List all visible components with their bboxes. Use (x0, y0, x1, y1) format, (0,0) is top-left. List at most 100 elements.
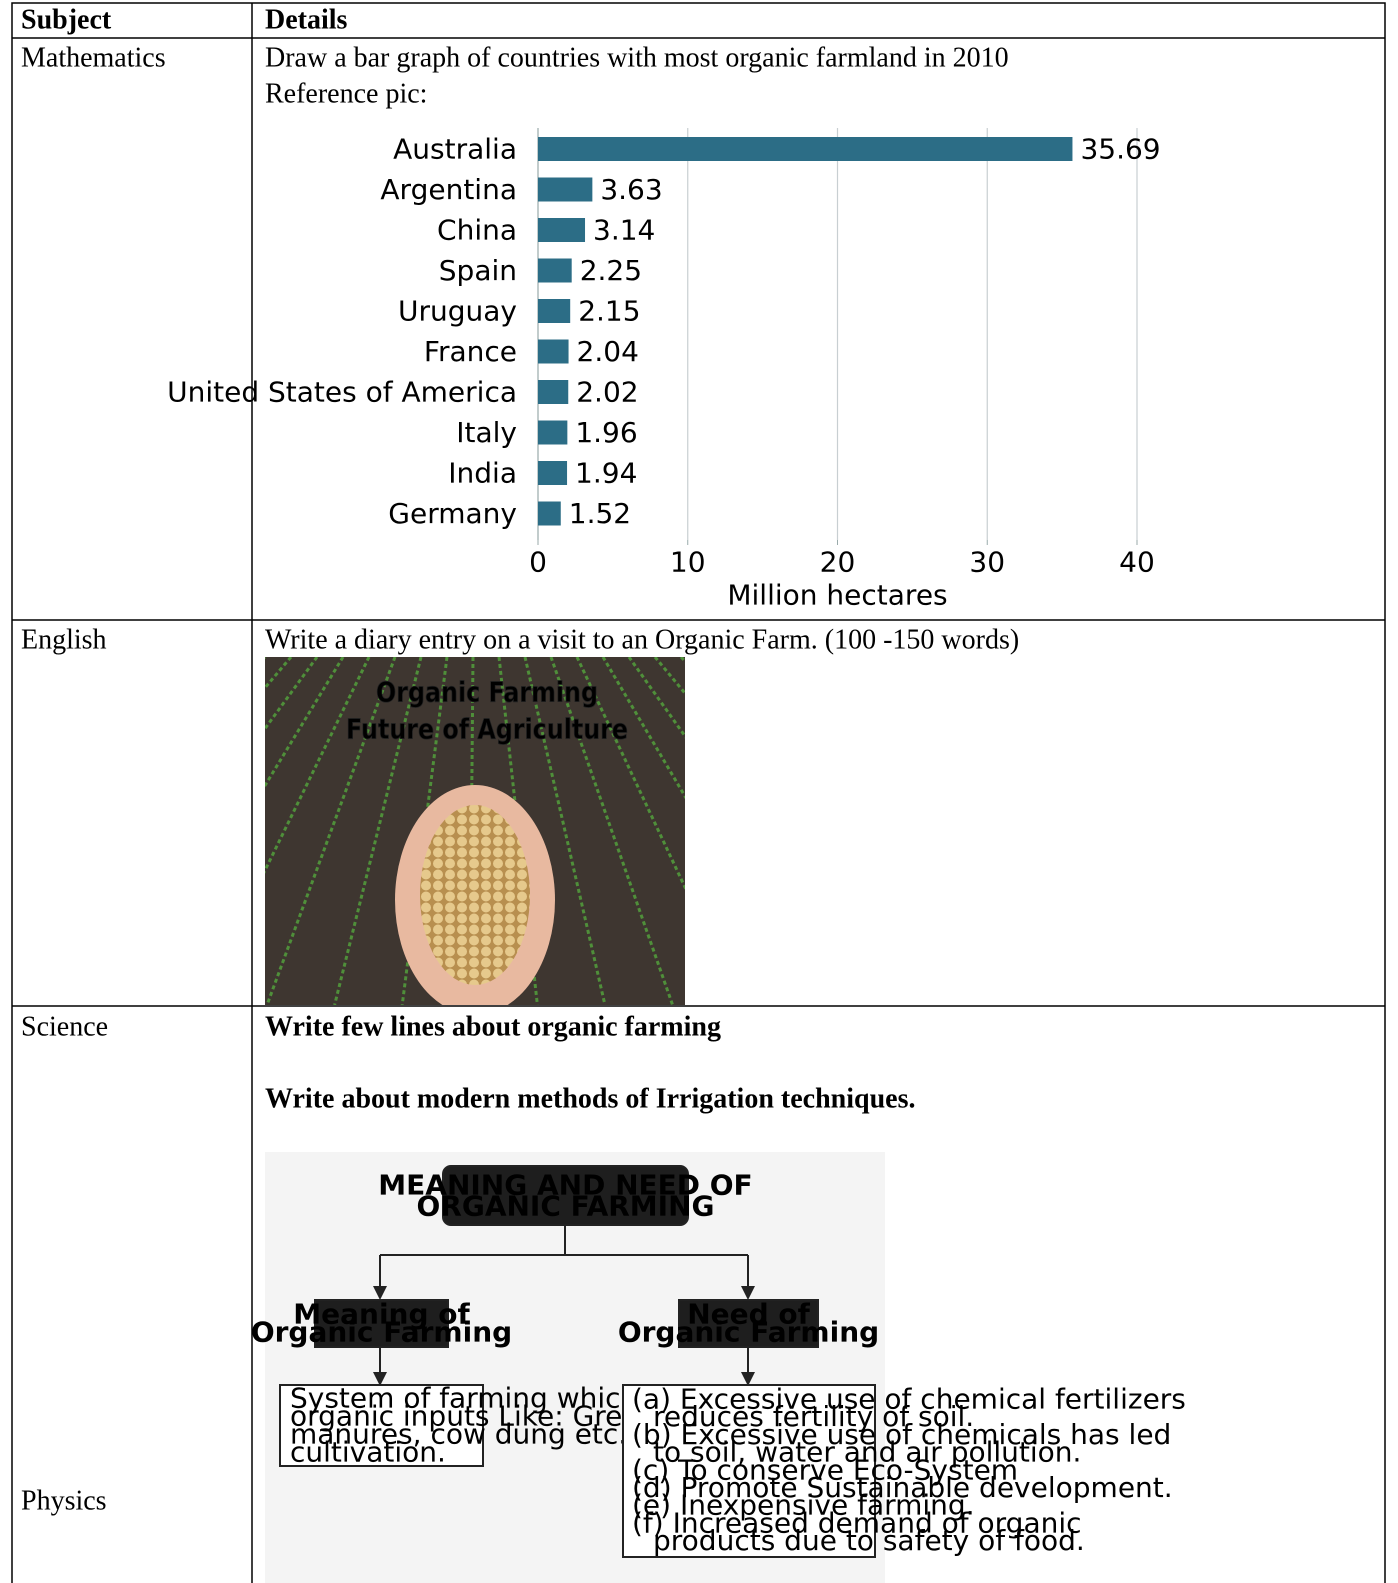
diagram-label: Need of (687, 1298, 810, 1331)
category-label: Uruguay (398, 295, 517, 328)
details: Write few lines about organic farming (265, 1012, 721, 1043)
diagram-label: cultivation. (290, 1436, 446, 1469)
crop-row (575, 657, 685, 891)
crop-row (265, 657, 319, 732)
crop-row (837, 657, 1398, 1005)
details: Write about modern methods of Irrigation… (265, 1084, 915, 1115)
crop-row (0, 657, 239, 1005)
bar (538, 501, 561, 526)
diagram-node (442, 1165, 689, 1226)
diagram-label: reduces fertility of soil. (653, 1400, 974, 1433)
crop-row (0, 657, 161, 1005)
details: Draw a bar graph of countries with most … (265, 43, 1009, 74)
bar (538, 137, 1073, 161)
header-cell: Details (265, 5, 348, 36)
crop-row (707, 657, 1078, 1005)
diagram-label: Meaning of (293, 1298, 470, 1331)
crop-row (265, 657, 267, 660)
bar (538, 299, 571, 323)
crop-row (0, 657, 213, 1005)
diagram-label: (c) To conserve Eco-System (632, 1453, 1018, 1486)
diagram-label: Organic Farming (251, 1316, 512, 1349)
diagram-node (678, 1299, 819, 1348)
crop-row (653, 657, 685, 696)
value-label: 3.14 (593, 214, 655, 247)
table-borders (11, 2, 1386, 1583)
category-label: Argentina (380, 173, 517, 206)
bar (538, 380, 569, 404)
crop-row (627, 657, 685, 739)
value-label: 3.63 (600, 173, 662, 206)
x-tick-label: 20 (820, 546, 856, 579)
details: Reference pic: (265, 79, 427, 110)
details: Write a diary entry on a visit to an Org… (265, 625, 1019, 656)
diagram-label: MEANING AND NEED OF (378, 1169, 752, 1202)
diagram-label: (f) Increased demand of organic (632, 1506, 1082, 1539)
subject: Science (21, 1012, 108, 1043)
subject: Mathematics (21, 43, 166, 74)
image-caption: Future of Agriculture (346, 714, 628, 746)
value-label: 2.15 (578, 295, 640, 328)
category-label: China (437, 214, 517, 247)
bar (538, 461, 568, 485)
category-label: France (424, 335, 517, 368)
diagram-label: manures, cow dung etc. for (290, 1418, 675, 1451)
diagram-arrowheads (373, 1286, 755, 1386)
diagram-label: (a) Excessive use of chemical fertilizer… (632, 1383, 1186, 1416)
x-tick-label: 0 (529, 546, 547, 579)
diagram-label: products due to safety of food. (653, 1524, 1085, 1557)
subject: English (21, 625, 107, 656)
bar (538, 339, 569, 364)
diagram-label: (b) Excessive use of chemicals has led (632, 1418, 1171, 1451)
x-axis-label: Million hectares (727, 579, 947, 612)
value-label: 2.04 (577, 335, 639, 368)
diagram-label: (e) Inexpensive farming. (632, 1489, 975, 1522)
crop-row (523, 657, 607, 1005)
bar (538, 177, 593, 202)
bar (538, 420, 568, 445)
crop-row (265, 657, 293, 691)
category-label: United States of America (167, 376, 517, 409)
crop-row (679, 657, 685, 664)
value-label: 1.52 (569, 497, 631, 530)
category-label: Spain (439, 254, 517, 287)
diagram-node (622, 1384, 876, 1558)
value-label: 1.96 (575, 416, 637, 449)
crop-row (0, 657, 135, 1005)
crop-row (785, 657, 1281, 1005)
crop-row (265, 657, 371, 874)
photo (0, 657, 1398, 1005)
crop-row (759, 657, 1213, 1005)
value-label: 1.94 (575, 457, 637, 490)
crop-row (333, 657, 423, 1005)
crop-row (0, 657, 187, 1005)
value-label: 2.02 (576, 376, 638, 409)
bar (538, 218, 586, 242)
image-caption: Organic Farming (376, 677, 598, 709)
diagram-label: organic inputs Like: Green (290, 1400, 657, 1433)
crop-row (549, 657, 675, 1005)
crop-row (863, 657, 1398, 1005)
x-tick-label: 10 (670, 546, 706, 579)
category-label: Australia (393, 133, 517, 166)
category-label: India (448, 457, 517, 490)
diagram-node (279, 1384, 484, 1467)
diagram-node (314, 1299, 449, 1348)
crop-row (811, 657, 1349, 1005)
value-label: 35.69 (1080, 133, 1160, 166)
crop-row (733, 657, 1146, 1005)
subject: Physics (21, 1486, 107, 1517)
crop-row (265, 657, 397, 1005)
diagram-label: ORGANIC FARMING (416, 1190, 714, 1223)
header-cell: Subject (21, 5, 112, 36)
diagram-label: (d) Promote Sustainable development. (632, 1471, 1173, 1504)
category-label: Germany (388, 497, 517, 530)
x-tick-label: 40 (1119, 546, 1155, 579)
diagram-label: to soil, water and air pollution. (653, 1436, 1081, 1469)
bar (538, 258, 572, 283)
crop-row (0, 657, 57, 1005)
value-label: 2.25 (580, 254, 642, 287)
crop-row (0, 657, 109, 1005)
